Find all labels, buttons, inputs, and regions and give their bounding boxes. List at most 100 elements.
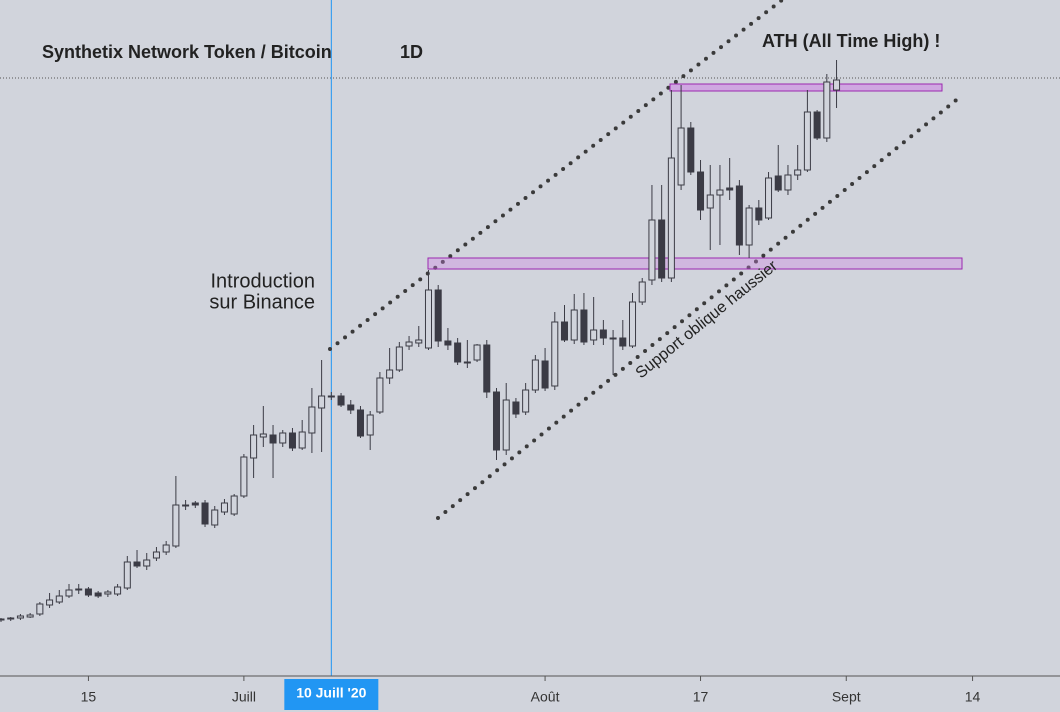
interval: 1D bbox=[400, 42, 423, 62]
candle-body bbox=[823, 81, 831, 139]
candle-body bbox=[191, 502, 199, 506]
candle-body bbox=[279, 432, 287, 444]
candle-body bbox=[784, 174, 792, 191]
candle-body bbox=[609, 337, 617, 340]
candle-body bbox=[152, 551, 160, 559]
candle-body bbox=[541, 360, 549, 389]
candle-body bbox=[794, 169, 802, 176]
candle-body bbox=[813, 111, 821, 139]
candle-body bbox=[7, 617, 15, 620]
candle-body bbox=[220, 502, 228, 513]
candle-body bbox=[502, 399, 510, 451]
candle-body bbox=[522, 389, 530, 413]
candle-body bbox=[16, 615, 24, 619]
candle-body bbox=[648, 219, 656, 281]
candle-body bbox=[706, 194, 714, 209]
candle-body bbox=[0, 618, 5, 621]
channel-upper bbox=[328, 0, 784, 351]
x-tick-label: 17 bbox=[693, 689, 709, 705]
candle-body bbox=[230, 495, 238, 515]
candle-body bbox=[765, 177, 773, 219]
x-tick-label: 15 bbox=[81, 689, 97, 705]
x-axis: 15 Juill Août 17 Sept 14 10 Juill '20 bbox=[81, 676, 981, 710]
candle-body bbox=[84, 588, 92, 596]
candle-body bbox=[143, 559, 151, 567]
channel-lower bbox=[436, 95, 962, 520]
candle-body bbox=[366, 414, 374, 436]
candle-body bbox=[415, 339, 423, 344]
candle-body bbox=[386, 369, 394, 379]
candle-body bbox=[619, 337, 627, 347]
ath-annotation: ATH (All Time High) ! bbox=[762, 31, 940, 51]
candle-body bbox=[512, 401, 520, 415]
candle-body bbox=[133, 561, 141, 567]
x-axis-area bbox=[0, 676, 1060, 712]
candle-body bbox=[667, 157, 675, 279]
candle-body bbox=[182, 504, 190, 507]
candle-body bbox=[288, 432, 296, 449]
candle-body bbox=[483, 344, 491, 393]
candle-body bbox=[434, 289, 442, 342]
candle-body bbox=[531, 359, 539, 391]
candle-body bbox=[94, 592, 102, 597]
candle-body bbox=[755, 207, 763, 221]
candle-body bbox=[337, 395, 345, 406]
candle-body bbox=[774, 175, 782, 191]
candle-body bbox=[735, 185, 743, 246]
candle-body bbox=[26, 614, 34, 618]
candle-body bbox=[745, 207, 753, 246]
candle-body bbox=[318, 395, 326, 409]
candle-body bbox=[250, 434, 258, 459]
candle-body bbox=[629, 301, 637, 347]
x-tick-label: Sept bbox=[832, 689, 861, 705]
candle-body bbox=[46, 599, 54, 606]
candle-body bbox=[376, 377, 384, 413]
x-tick-label: 14 bbox=[965, 689, 981, 705]
candle-body bbox=[405, 341, 413, 347]
candle-body bbox=[551, 321, 559, 387]
crosshair-label: 10 Juill '20 bbox=[296, 685, 366, 701]
candle-body bbox=[833, 79, 841, 91]
candle-body bbox=[55, 595, 63, 603]
candle-body bbox=[211, 509, 219, 526]
candle-body bbox=[424, 289, 432, 349]
resistance-zone bbox=[669, 83, 943, 92]
candle-body bbox=[356, 409, 364, 437]
candle-body bbox=[123, 561, 131, 589]
candle-body bbox=[638, 281, 646, 303]
candle-body bbox=[259, 433, 267, 438]
intro-annotation: Introduction bbox=[210, 270, 315, 292]
candle-body bbox=[560, 321, 569, 341]
candle-body bbox=[454, 342, 462, 363]
candle-body bbox=[395, 346, 403, 371]
candle-body bbox=[36, 603, 44, 615]
candle-body bbox=[492, 391, 501, 451]
candle-body bbox=[162, 544, 170, 553]
candle-body bbox=[590, 329, 598, 341]
candle-body bbox=[599, 329, 607, 339]
candles bbox=[0, 60, 841, 622]
x-tick-label: Août bbox=[531, 689, 560, 705]
x-tick-label: Juill bbox=[232, 689, 256, 705]
chart-title: Synthetix Network Token / Bitcoin bbox=[42, 42, 332, 62]
candle-body bbox=[201, 502, 209, 525]
candle-body bbox=[570, 309, 578, 341]
candle-body bbox=[347, 404, 355, 411]
intro-annotation: sur Binance bbox=[209, 291, 315, 313]
candle-body bbox=[580, 309, 588, 343]
drawings bbox=[328, 0, 963, 520]
candle-body bbox=[687, 127, 695, 173]
crosshair-label-box bbox=[284, 679, 379, 710]
candle-body bbox=[327, 395, 335, 398]
candle-body bbox=[240, 456, 248, 497]
candle-body bbox=[114, 586, 122, 595]
candle-body bbox=[75, 588, 83, 591]
candle-body bbox=[803, 111, 811, 171]
candle-body bbox=[104, 591, 112, 595]
candle-body bbox=[658, 219, 666, 279]
support-zone bbox=[427, 257, 963, 270]
candle-body bbox=[726, 187, 734, 191]
